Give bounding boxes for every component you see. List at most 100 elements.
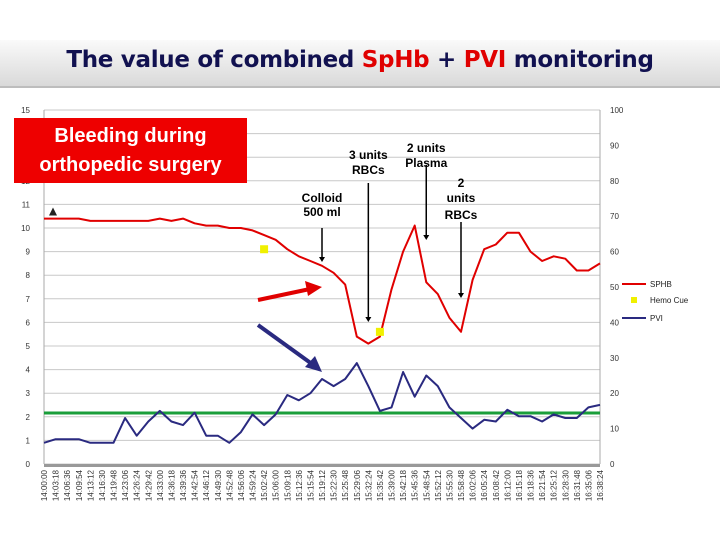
x-tick-label: 14:36:18 — [167, 469, 176, 501]
callout-line: orthopedic surgery — [39, 154, 222, 176]
x-tick-label: 14:42:54 — [191, 469, 200, 501]
right-tick-label: 20 — [610, 389, 619, 398]
x-tick-label: 15:19:12 — [318, 469, 327, 501]
x-tick-label: 16:35:06 — [584, 469, 593, 501]
x-tick-label: 15:15:54 — [306, 469, 315, 501]
title-text-end: monitoring — [506, 47, 654, 73]
arrow-head-icon — [305, 281, 322, 296]
annotation-label: Colloid — [302, 191, 343, 205]
left-tick-label: 2 — [26, 413, 31, 422]
left-tick-label: 9 — [26, 248, 31, 257]
right-tick-label: 60 — [610, 248, 619, 257]
x-tick-label: 16:31:48 — [573, 469, 582, 501]
x-tick-label: 15:55:30 — [445, 469, 454, 501]
arrow-head-icon — [305, 356, 322, 372]
title-pvi: PVI — [463, 47, 507, 73]
x-tick-label: 15:42:18 — [399, 469, 408, 501]
hemocue-marker — [375, 327, 384, 336]
x-tick-label: 14:39:36 — [179, 469, 188, 501]
x-tick-label: 15:48:54 — [422, 469, 431, 501]
annotation-label: 2 — [458, 176, 465, 190]
x-tick-label: 16:02:06 — [469, 469, 478, 501]
annotation-label: RBCs — [352, 163, 385, 177]
x-tick-label: 14:06:36 — [63, 469, 72, 501]
legend-label: SPHB — [650, 280, 672, 289]
left-tick-label: 4 — [26, 366, 31, 375]
x-tick-label: 15:12:36 — [295, 469, 304, 501]
x-tick-label: 14:56:06 — [237, 469, 246, 501]
left-tick-label: 0 — [26, 460, 31, 469]
x-tick-label: 15:09:18 — [283, 469, 292, 501]
right-tick-label: 40 — [610, 318, 619, 327]
x-tick-label: 16:05:24 — [480, 469, 489, 501]
x-tick-label: 16:15:18 — [515, 469, 524, 501]
left-tick-label: 10 — [21, 224, 30, 233]
x-tick-label: 14:19:48 — [110, 469, 119, 501]
x-tick-label: 15:35:42 — [376, 469, 385, 501]
title-sphb: SpHb — [361, 47, 430, 73]
x-tick-label: 14:46:12 — [202, 469, 211, 501]
annotation-label: 2 units — [407, 141, 446, 155]
left-tick-label: 8 — [26, 271, 31, 280]
x-axis — [44, 464, 600, 467]
arrow-head-icon — [423, 235, 430, 240]
right-tick-label: 100 — [610, 106, 624, 115]
left-tick-label: 6 — [26, 318, 31, 327]
left-tick-label: 5 — [26, 342, 31, 351]
x-tick-label: 14:49:30 — [214, 469, 223, 501]
right-tick-label: 90 — [610, 141, 619, 150]
title-text: The value of combined — [66, 47, 362, 73]
arrow-head-icon — [458, 293, 464, 298]
left-tick-label: 15 — [21, 106, 30, 115]
x-tick-label: 15:02:42 — [260, 469, 269, 501]
x-tick-label: 15:22:30 — [330, 469, 339, 501]
bleeding-callout: Bleeding during orthopedic surgery — [14, 118, 247, 183]
x-tick-label: 14:00:00 — [40, 469, 49, 501]
hemocue-marker — [260, 245, 269, 254]
x-tick-label: 16:18:36 — [527, 469, 536, 501]
x-tick-label: 15:39:00 — [388, 469, 397, 501]
sphb-line — [44, 217, 601, 345]
left-tick-label: 3 — [26, 389, 31, 398]
title-band — [0, 40, 720, 88]
right-tick-label: 70 — [610, 212, 619, 221]
x-tick-label: 15:29:06 — [353, 469, 362, 501]
blue-emphasis-arrow — [256, 323, 314, 366]
triangle-marker — [49, 207, 57, 216]
x-tick-label: 15:45:36 — [411, 469, 420, 501]
x-tick-label: 15:06:00 — [272, 469, 281, 501]
right-tick-label: 80 — [610, 177, 619, 186]
left-tick-label: 7 — [26, 295, 31, 304]
x-tick-label: 16:08:42 — [492, 469, 501, 501]
right-tick-label: 0 — [610, 460, 615, 469]
right-tick-label: 10 — [610, 425, 619, 434]
slide-title: The value of combined SpHb + PVI monitor… — [0, 47, 720, 73]
arrow-head-icon — [319, 257, 325, 262]
x-tick-label: 15:32:24 — [364, 469, 373, 501]
x-tick-label: 14:26:24 — [133, 469, 142, 501]
x-tick-label: 14:52:48 — [225, 469, 234, 501]
x-tick-label: 15:58:48 — [457, 469, 466, 501]
legend-label: Hemo Cue — [650, 296, 689, 305]
x-tick-label: 14:13:12 — [86, 469, 95, 501]
x-tick-label: 14:23:06 — [121, 469, 130, 501]
annotation-label: 500 ml — [303, 205, 340, 219]
x-tick-label: 14:29:42 — [144, 469, 153, 501]
x-tick-label: 14:09:54 — [75, 469, 84, 501]
x-tick-label: 16:12:00 — [503, 469, 512, 501]
arrow-head-icon — [365, 317, 372, 322]
annotation-label: Plasma — [405, 156, 447, 170]
annotation-label: RBCs — [445, 208, 478, 222]
x-tick-label: 16:28:30 — [561, 469, 570, 501]
callout-line: Bleeding during — [54, 125, 207, 147]
x-tick-label: 14:16:30 — [98, 469, 107, 501]
right-tick-label: 30 — [610, 354, 619, 363]
annotation-label: 3 units — [349, 148, 388, 162]
legend-swatch-hemocue — [631, 297, 637, 303]
pvi-line — [43, 362, 601, 444]
x-tick-label: 14:03:18 — [52, 469, 61, 501]
x-tick-label: 15:25:48 — [341, 469, 350, 501]
left-tick-label: 1 — [26, 436, 31, 445]
x-tick-label: 15:52:12 — [434, 469, 443, 501]
